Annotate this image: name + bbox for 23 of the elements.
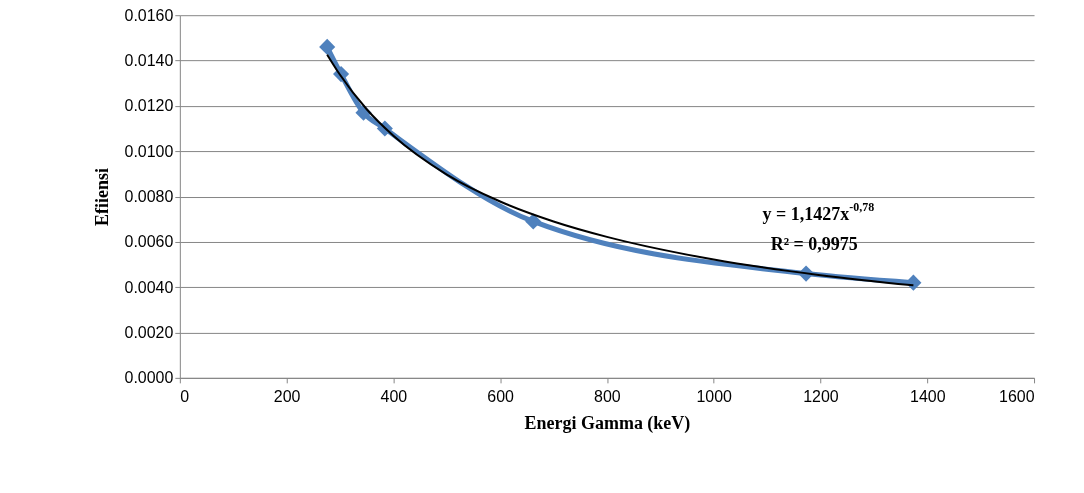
y-tick-label: 0.0080 bbox=[124, 188, 174, 206]
y-tick-label: 0.0040 bbox=[124, 278, 174, 296]
point bbox=[319, 38, 336, 55]
y-tick-label: 0.0100 bbox=[124, 142, 174, 160]
x-tick-label: 1600 bbox=[999, 388, 1035, 406]
x-tick-label: 200 bbox=[273, 388, 301, 406]
annotation: R² = 0,9975 bbox=[770, 233, 858, 254]
x-tick-label: 400 bbox=[380, 388, 408, 406]
point bbox=[525, 213, 542, 230]
x-axis-title: Energi Gamma (keV) bbox=[524, 413, 691, 435]
y-axis-title: Efiiensi bbox=[92, 168, 113, 226]
x-tick-label: 800 bbox=[594, 388, 621, 406]
x-tick-label: 1000 bbox=[696, 388, 733, 406]
x-tick-label: 0 bbox=[180, 388, 190, 406]
x-tick-label: 1200 bbox=[803, 388, 839, 406]
y-tick-label: 0.0020 bbox=[124, 324, 174, 342]
y-tick-label: 0.0160 bbox=[124, 6, 174, 24]
x-tick-label: 1400 bbox=[910, 388, 946, 406]
x-tick-label: 600 bbox=[487, 388, 515, 406]
y-tick-label: 0.0000 bbox=[124, 369, 174, 387]
y-tick-label: 0.0120 bbox=[124, 97, 174, 115]
y-tick-label: 0.0060 bbox=[124, 233, 174, 251]
y-tick-label: 0.0140 bbox=[124, 52, 174, 70]
